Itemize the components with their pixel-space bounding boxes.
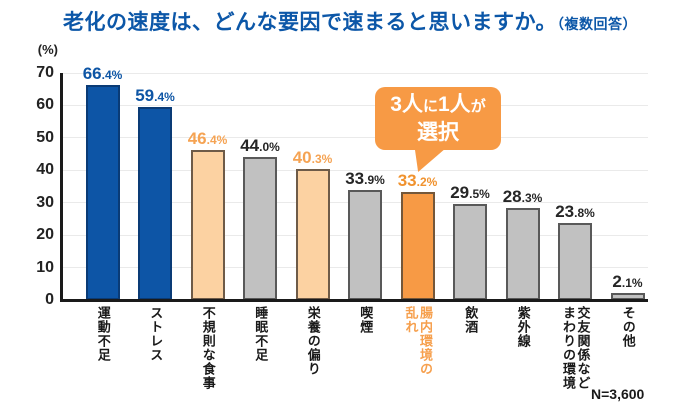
bar-value-label: 46.4% [188,129,228,149]
bar-value-frac: .4% [101,67,123,82]
bar [190,149,225,300]
bar-value-int: 33 [397,171,417,191]
chart-title: 老化の速度は、どんな要因で速まると思いますか。（複数回答） [0,6,700,36]
bar [505,208,540,300]
y-tick-label: 40 [36,161,54,179]
category-label: 運動不足 [95,306,111,362]
bar [295,169,330,300]
category-label: その他 [620,306,636,348]
category-label: 紫外線 [515,306,531,348]
bar-value-label: 33.9% [345,169,385,189]
bar [85,84,120,300]
y-tick-label: 70 [36,64,54,81]
bar-value-int: 59 [135,86,155,106]
bar-value-label: 23.8% [555,202,595,222]
bar [400,192,435,300]
bar-value-int: 33 [345,169,365,189]
bar-value-label: 2.1% [612,272,642,292]
bar-value-frac: .3% [311,152,333,167]
bar-value-frac: .8% [574,205,595,220]
bar [558,222,592,300]
bar-value-label: 66.4% [83,64,123,84]
callout-bubble: 3人に1人が 選択 [375,87,501,150]
bar-value-label: 33.2% [398,171,438,191]
bar-value-frac: .9% [364,173,385,188]
category-label: 喫煙 [358,306,374,334]
bar-value-int: 23 [555,201,575,221]
category-label: 交友関係など まわりの環境 [561,306,591,390]
bar-value-int: 46 [187,128,207,148]
callout-line1: 3人に1人が [390,92,486,116]
bar-value-label: 40.3% [293,148,333,168]
bar [348,190,382,300]
bar-value-int: 28 [502,187,522,207]
bar [453,204,487,300]
gridline [60,137,648,139]
sample-size-label: N=3,600 [591,386,645,402]
bar-value-int: 40 [292,148,312,168]
category-label: 不規則な食事 [200,306,216,390]
y-tick-label: 0 [45,291,54,308]
y-tick-label: 20 [36,226,54,244]
bar-value-int: 44 [240,136,260,156]
chart-title-note: （複数回答） [557,16,638,32]
category-label: 睡眠不足 [253,306,269,362]
category-label: 栄養の偏り [305,306,321,376]
bar-value-label: 28.3% [503,187,543,207]
bar [243,157,277,300]
category-label: 腸内環境の 乱れ [403,306,434,376]
y-tick-label: 30 [36,193,54,211]
y-axis-line [60,73,63,302]
category-label: 飲酒 [463,306,479,334]
bar-value-int: 2 [612,272,622,292]
bar-value-frac: .3% [521,191,543,206]
bar [138,107,172,300]
bar-value-frac: .4% [154,90,175,105]
bar-value-frac: .5% [469,187,490,202]
y-axis-unit-label: (%) [37,42,58,57]
y-tick-label: 50 [36,128,54,146]
bar-value-int: 66 [82,63,102,83]
bar-value-label: 44.0% [240,136,280,156]
bar-value-frac: .2% [416,175,438,190]
bar-value-label: 59.4% [135,86,175,106]
y-tick-label: 60 [36,96,54,114]
bar-value-frac: .4% [206,132,228,147]
chart-title-main: 老化の速度は、どんな要因で速まると思いますか。 [62,11,558,34]
bar-value-frac: .1% [621,276,643,291]
gridline [60,72,648,74]
x-axis-line [60,299,648,302]
gridline [60,169,648,171]
gridline [60,104,648,106]
category-label: ストレス [148,306,164,362]
callout-line2: 選択 [417,120,459,144]
bar-value-int: 29 [450,183,470,203]
bar-value-label: 29.5% [450,183,490,203]
y-tick-label: 10 [36,258,54,276]
callout-tail-icon [414,148,446,172]
bar-value-frac: .0% [259,140,280,155]
